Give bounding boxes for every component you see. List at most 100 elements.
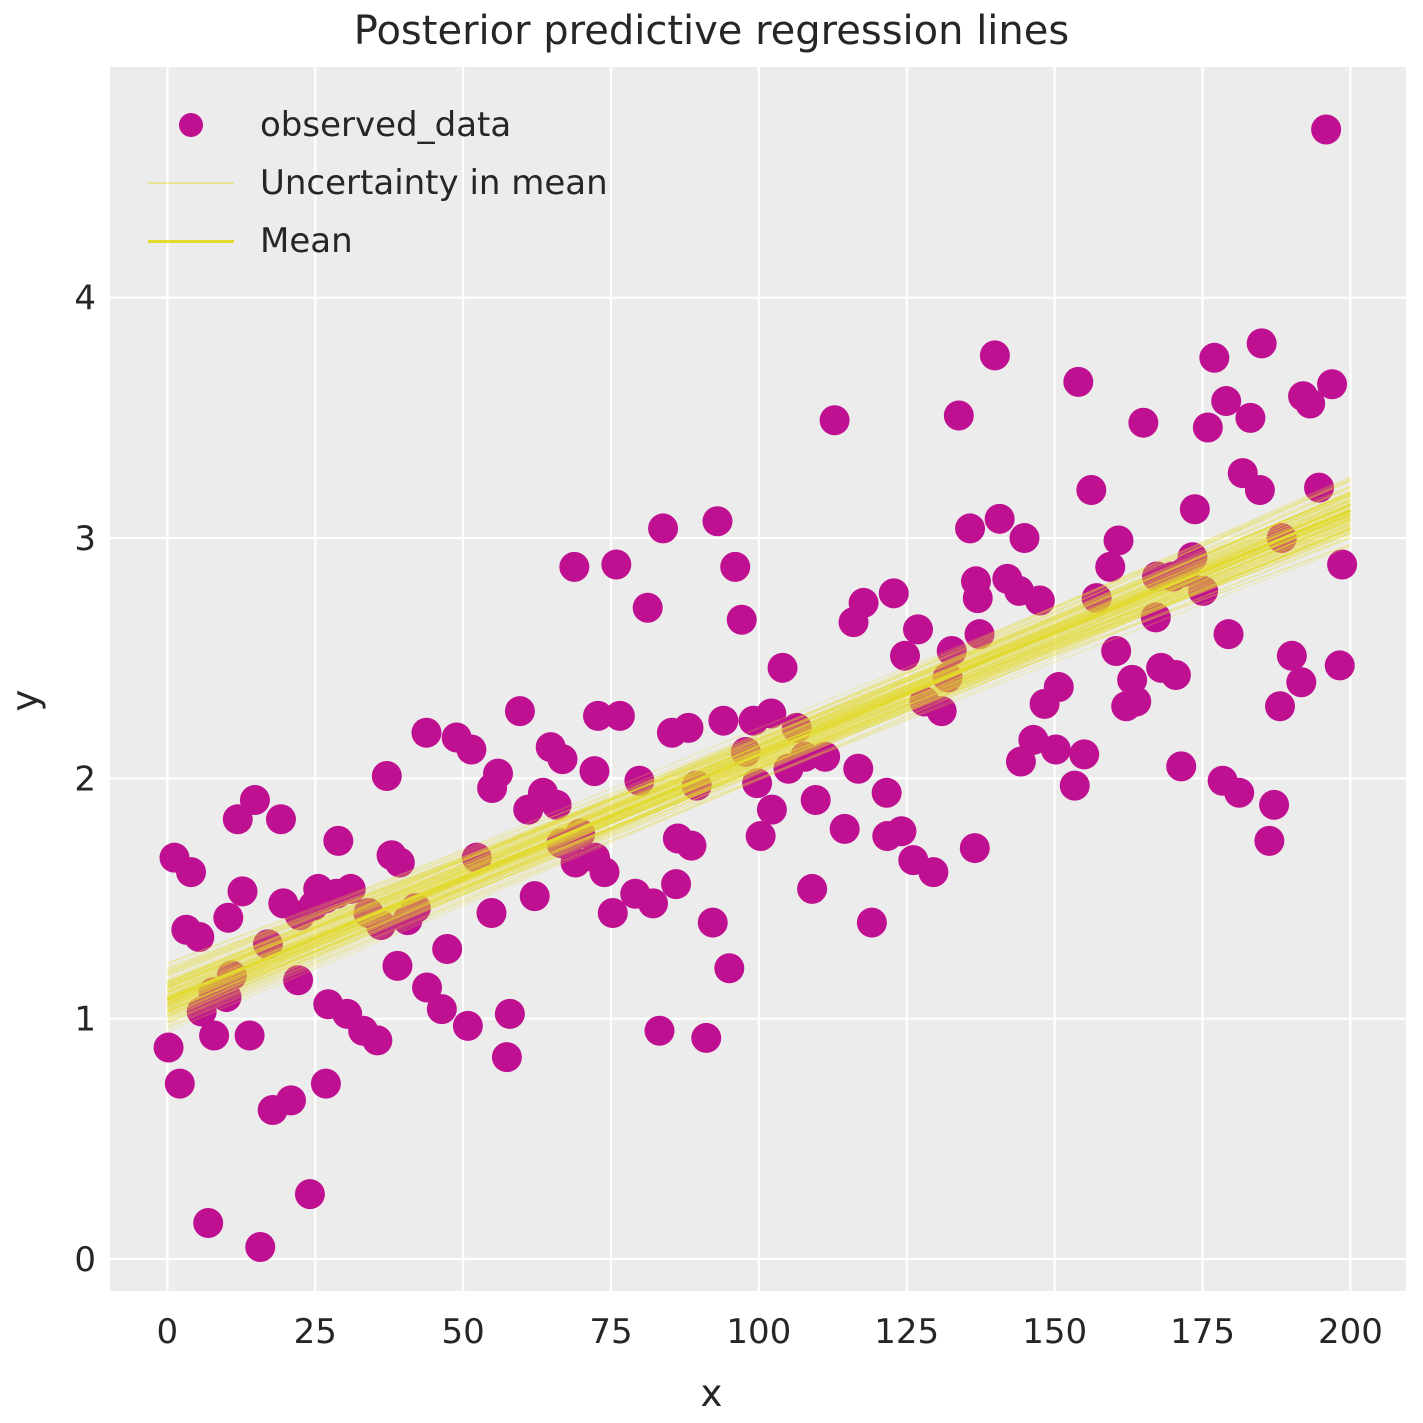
uncertainty-line xyxy=(167,500,1351,980)
scatter-point xyxy=(797,873,828,904)
scatter-point xyxy=(756,698,787,729)
mean-line xyxy=(166,509,1351,1001)
uncertainty-line xyxy=(167,505,1351,986)
scatter-point xyxy=(943,400,974,431)
uncertainty-line xyxy=(167,475,1351,1004)
scatter-point xyxy=(1327,549,1358,580)
uncertainty-line xyxy=(167,527,1351,986)
uncertainty-line xyxy=(167,529,1351,988)
scatter-point xyxy=(164,1068,195,1099)
chart-title: Posterior predictive regression lines xyxy=(353,8,1070,54)
uncertainty-line xyxy=(167,494,1351,1009)
scatter-point xyxy=(691,1022,722,1053)
uncertainty-line xyxy=(167,544,1351,984)
scatter-point xyxy=(856,907,887,938)
scatter-point xyxy=(1265,691,1296,722)
scatter-point xyxy=(1188,575,1219,606)
scatter-point xyxy=(756,794,787,825)
uncertainty-line xyxy=(167,532,1351,1008)
scatter-point xyxy=(234,1020,265,1051)
scatter-point xyxy=(541,789,572,820)
scatter-point xyxy=(648,513,679,544)
uncertainty-line xyxy=(167,495,1351,1010)
scatter-point xyxy=(193,1207,224,1238)
uncertainty-line xyxy=(167,500,1351,1017)
scatter-point xyxy=(1244,474,1275,505)
uncertainty-line xyxy=(167,527,1351,1009)
uncertainty-line xyxy=(167,496,1351,983)
scatter-point xyxy=(199,1020,230,1051)
scatter-point xyxy=(1140,602,1171,633)
uncertainty-line xyxy=(167,502,1351,994)
x-tick-label: 150 xyxy=(1022,1312,1087,1352)
scatter-point xyxy=(673,712,704,743)
scatter-point xyxy=(153,1032,184,1063)
uncertainty-line xyxy=(167,515,1351,986)
scatter-point xyxy=(714,953,745,984)
scatter-point xyxy=(1199,342,1230,373)
scatter-point xyxy=(1192,412,1223,443)
scatter-point xyxy=(222,804,253,835)
uncertainty-line xyxy=(167,517,1351,1020)
scatter-point xyxy=(661,869,692,900)
uncertainty-line xyxy=(167,513,1351,1016)
scatter-point xyxy=(1063,366,1094,397)
scatter-point xyxy=(1043,672,1074,703)
scatter-point xyxy=(1179,494,1210,525)
scatter-point xyxy=(726,604,757,635)
uncertainty-line xyxy=(167,527,1351,1019)
scatter-point xyxy=(213,902,244,933)
scatter-point xyxy=(889,640,920,671)
scatter-point xyxy=(742,768,773,799)
y-tick-label: 2 xyxy=(74,759,96,799)
scatter-point xyxy=(265,804,296,835)
scatter-point xyxy=(644,1015,675,1046)
scatter-point xyxy=(676,830,707,861)
scatter-point xyxy=(1024,585,1055,616)
scatter-point xyxy=(886,816,917,847)
legend-item-observed-data: observed_data xyxy=(148,96,608,154)
uncertainty-line xyxy=(167,526,1351,1003)
uncertainty-line xyxy=(167,516,1351,984)
uncertainty-line xyxy=(167,528,1351,1018)
scatter-point xyxy=(800,785,831,816)
scatter-point xyxy=(412,972,443,1003)
uncertainty-line xyxy=(167,518,1351,1014)
uncertainty-line xyxy=(167,492,1351,997)
uncertainty-line xyxy=(167,524,1351,1013)
x-tick-label: 25 xyxy=(294,1312,337,1352)
uncertainty-line xyxy=(167,477,1351,993)
x-tick-label: 100 xyxy=(726,1312,791,1352)
scatter-point xyxy=(871,777,902,808)
scatter-point xyxy=(483,758,514,789)
y-tick-label: 1 xyxy=(74,1000,96,1040)
uncertainty-line xyxy=(167,513,1351,1012)
scatter-point xyxy=(959,833,990,864)
scatter-point xyxy=(720,551,751,582)
scatter-point xyxy=(918,857,949,888)
scatter-point xyxy=(848,587,879,618)
uncertainty-line xyxy=(167,503,1351,977)
uncertainty-line xyxy=(167,503,1351,1016)
scatter-point xyxy=(239,785,270,816)
scatter-point xyxy=(964,619,995,650)
uncertainty-line xyxy=(167,503,1351,997)
uncertainty-line xyxy=(167,493,1351,992)
uncertainty-line xyxy=(167,520,1351,1028)
scatter-point xyxy=(216,960,247,991)
scatter-point xyxy=(1040,734,1071,765)
uncertainty-line xyxy=(167,498,1351,1009)
scatter-point xyxy=(955,513,986,544)
scatter-point xyxy=(638,888,669,919)
legend: observed_data Uncertainty in mean Mean xyxy=(148,96,608,270)
uncertainty-line xyxy=(167,503,1351,989)
uncertainty-line xyxy=(167,511,1351,965)
uncertainty-line xyxy=(167,484,1351,972)
uncertainty-line xyxy=(167,518,1351,1006)
legend-item-mean: Mean xyxy=(148,212,608,270)
scatter-point xyxy=(227,876,258,907)
scatter-point xyxy=(476,897,507,928)
y-tick-label: 3 xyxy=(74,519,96,559)
scatter-point xyxy=(1009,523,1040,554)
